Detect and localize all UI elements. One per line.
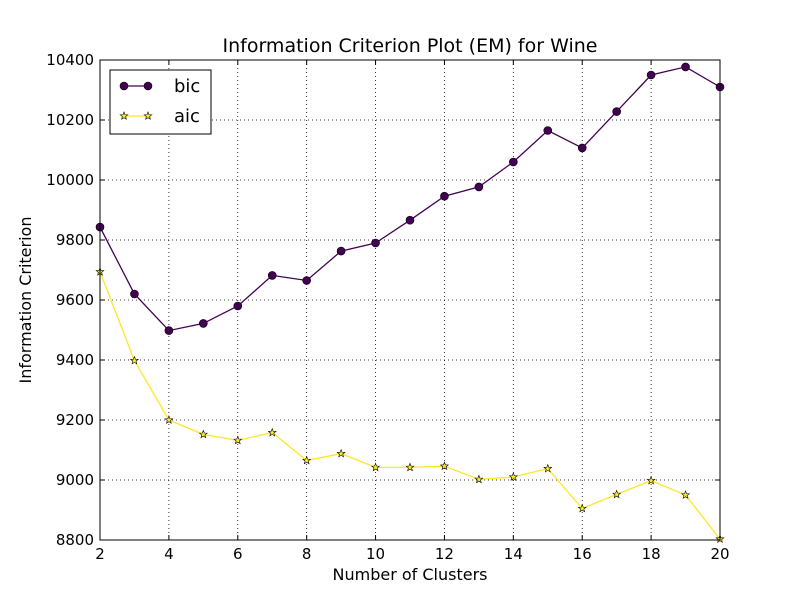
data-point-bic (164, 326, 174, 335)
data-point-bic (405, 215, 415, 225)
x-tick-label: 18 (642, 545, 661, 563)
x-tick-label: 16 (573, 545, 592, 563)
data-point-aic (233, 435, 243, 445)
legend-box (109, 69, 212, 135)
data-point-bic (543, 126, 553, 135)
data-point-bic (302, 276, 311, 285)
data-point-aic (302, 455, 312, 465)
data-point-aic (543, 463, 553, 473)
data-point-bic (267, 271, 277, 280)
legend: bic aic (109, 69, 212, 135)
data-point-bic (440, 191, 449, 201)
data-point-aic (336, 448, 346, 458)
x-tick-label: 6 (233, 545, 243, 563)
data-point-aic (646, 475, 656, 485)
y-tick-label: 10000 (46, 171, 94, 189)
data-point-bic (371, 238, 380, 248)
data-point-bic (336, 246, 346, 256)
x-tick-label: 4 (164, 545, 174, 563)
legend-marker-bic (143, 81, 153, 91)
data-point-bic (646, 70, 656, 80)
data-point-aic (370, 462, 381, 472)
data-point-aic (405, 462, 415, 472)
x-tick-label: 14 (504, 545, 523, 563)
y-tick-label: 9000 (56, 471, 94, 489)
y-tick-label: 9400 (56, 351, 94, 369)
data-point-bic (681, 62, 690, 72)
data-point-bic (509, 157, 518, 167)
data-point-bic (233, 301, 243, 311)
legend-marker-aic (119, 111, 129, 120)
data-point-aic (612, 489, 622, 499)
legend-marker-bic (119, 81, 129, 91)
data-point-bic (130, 289, 139, 299)
x-tick-label: 8 (302, 545, 312, 563)
data-point-aic (680, 490, 691, 499)
x-tick-label: 12 (435, 545, 454, 563)
x-tick-label: 10 (366, 545, 385, 563)
legend-marker-aic (143, 111, 153, 120)
x-tick-label: 20 (710, 545, 729, 563)
y-tick-label: 8800 (56, 531, 94, 549)
data-point-aic (267, 427, 277, 437)
data-point-bic (612, 107, 621, 116)
data-point-bic (577, 143, 587, 153)
data-point-aic (164, 415, 174, 424)
data-point-bic (199, 319, 208, 328)
y-tick-label: 10200 (46, 111, 94, 129)
legend-label-aic: aic (174, 106, 200, 127)
data-point-aic (474, 474, 484, 484)
x-tick-label: 2 (95, 545, 105, 563)
data-point-bic (474, 182, 484, 192)
data-point-aic (439, 461, 450, 471)
y-tick-label: 9200 (56, 411, 94, 429)
chart-title: Information Criterion Plot (EM) for Wine (223, 35, 598, 57)
legend-label-bic: bic (174, 76, 200, 97)
data-point-aic (508, 472, 518, 481)
data-point-aic (129, 355, 140, 365)
y-tick-label: 10400 (46, 51, 94, 69)
series-aic (95, 266, 725, 544)
series-bic (95, 62, 725, 335)
y-axis-label: Information Criterion (16, 217, 35, 384)
series-layer (95, 62, 725, 544)
data-point-aic (577, 503, 587, 513)
series-line-aic (99, 271, 721, 540)
ticks: 2 4 6 8 10 12 14 16 18 20 8800 9000 9200 9400 9600 9800… (46, 51, 729, 563)
y-tick-label: 9800 (56, 231, 94, 249)
data-point-aic (198, 429, 208, 439)
y-tick-label: 9600 (56, 291, 94, 309)
x-axis-label: Number of Clusters (333, 565, 488, 584)
